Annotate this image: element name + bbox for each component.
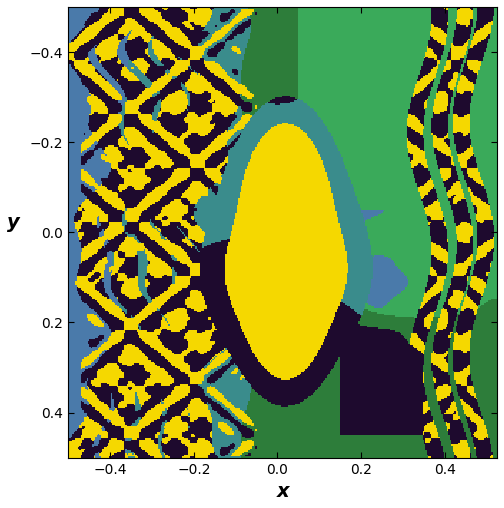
X-axis label: x: x: [276, 482, 289, 501]
Y-axis label: y: y: [7, 213, 20, 232]
